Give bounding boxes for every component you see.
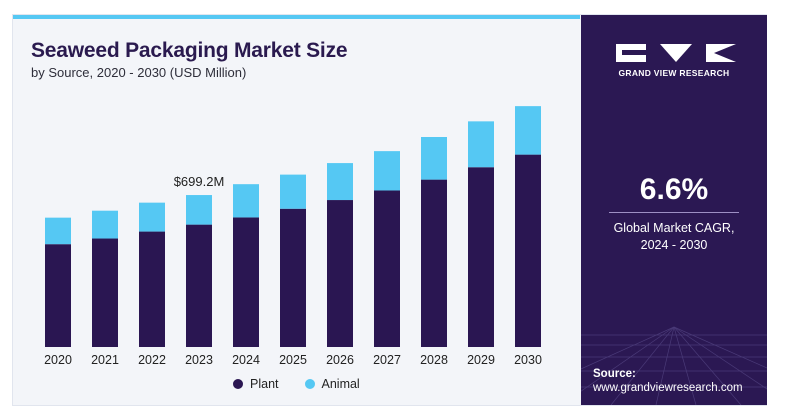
legend: Plant Animal: [233, 377, 360, 391]
bar-plant-2022: [139, 231, 165, 347]
bar-plant-2026: [327, 200, 353, 347]
bar-plant-2027: [374, 190, 400, 347]
legend-label-animal: Animal: [321, 377, 360, 391]
bar-animal-2022: [139, 202, 165, 232]
bar-plant-2021: [92, 238, 118, 347]
bar-plant-2028: [421, 179, 447, 347]
bar-animal-2028: [421, 137, 447, 180]
decorative-grid: [581, 326, 767, 405]
x-tick-label: 2021: [91, 353, 119, 367]
x-tick-label: 2020: [44, 353, 72, 367]
bar-plant-2029: [468, 167, 494, 347]
stats-panel: GRAND VIEW RESEARCH 6.6% Global Market C…: [581, 15, 767, 405]
cagr-label: Global Market CAGR, 2024 - 2030: [581, 220, 767, 254]
cagr-label-line1: Global Market CAGR,: [613, 221, 735, 235]
data-label-2023: $699.2M: [174, 174, 225, 189]
x-tick-label: 2027: [373, 353, 401, 367]
legend-item-plant: Plant: [233, 377, 279, 391]
legend-label-plant: Plant: [250, 377, 279, 391]
chart-title: Seaweed Packaging Market Size: [31, 39, 348, 62]
x-tick-label: 2025: [279, 353, 307, 367]
bar-animal-2023: [186, 195, 212, 225]
brand-name: GRAND VIEW RESEARCH: [618, 68, 730, 78]
x-tick-label: 2023: [185, 353, 213, 367]
x-tick-label: 2028: [420, 353, 448, 367]
x-tick-label: 2030: [514, 353, 542, 367]
bar-plant-2023: [186, 224, 212, 347]
bar-animal-2024: [233, 184, 259, 218]
bar-animal-2026: [327, 163, 353, 201]
brand-logo: [616, 42, 736, 64]
divider: [609, 212, 739, 213]
x-tick-label: 2026: [326, 353, 354, 367]
chart-card: Seaweed Packaging Market Size by Source,…: [12, 14, 767, 406]
bar-plant-2024: [233, 217, 259, 347]
accent-line: [13, 15, 580, 19]
bar-plant-2030: [515, 154, 541, 347]
bar-chart: 2020 2021 2022 2023 2024 2025 2026 2027 2028 2029…: [44, 106, 542, 367]
bar-plant-2020: [45, 244, 71, 347]
bar-animal-2021: [92, 210, 118, 239]
source-url: www.grandviewresearch.com: [593, 382, 743, 394]
legend-swatch-plant: [233, 379, 243, 389]
x-tick-label: 2024: [232, 353, 260, 367]
bar-animal-2025: [280, 174, 306, 209]
bar-animal-2030: [515, 106, 541, 155]
bar-animal-2029: [468, 121, 494, 168]
x-tick-label: 2022: [138, 353, 166, 367]
legend-swatch-animal: [304, 379, 315, 389]
grand-view-research-logo-icon: [616, 44, 736, 62]
cagr-value: 6.6%: [639, 173, 709, 206]
bar-animal-2027: [374, 151, 400, 191]
cagr-label-line2: 2024 - 2030: [640, 238, 708, 252]
legend-item-animal: Animal: [304, 377, 360, 391]
bar-plant-2025: [280, 208, 306, 347]
bar-animal-2020: [45, 217, 71, 245]
source-note: Source: www.grandviewresearch.com: [593, 367, 743, 395]
x-tick-label: 2029: [467, 353, 495, 367]
chart-subtitle: by Source, 2020 - 2030 (USD Million): [31, 65, 247, 80]
source-label: Source:: [593, 368, 636, 380]
